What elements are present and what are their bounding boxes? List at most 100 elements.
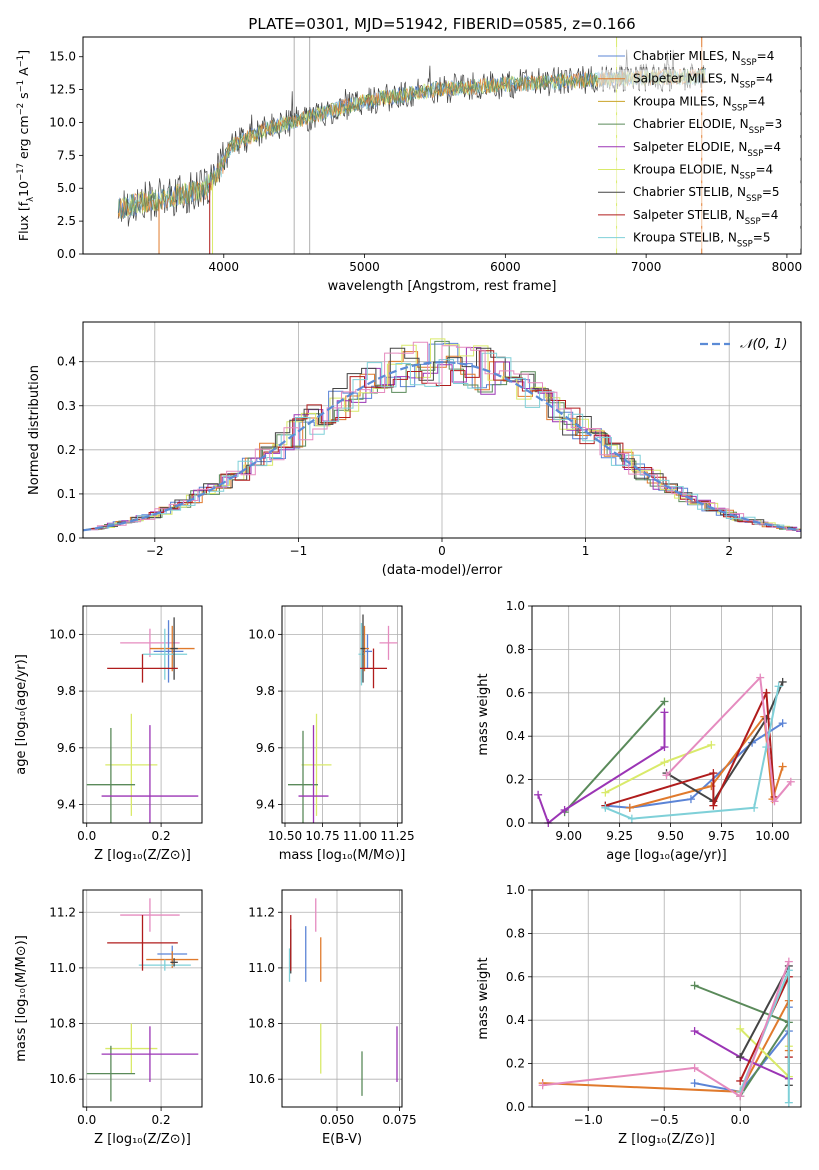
legend-sub: SSP — [732, 103, 748, 113]
x-tick-label: 11.00 — [343, 829, 377, 843]
legend-bg — [598, 47, 801, 67]
x-tick-label: 10.50 — [268, 829, 302, 843]
y-tick-label: 10.0 — [248, 627, 275, 641]
y-tick-label: 0.0 — [57, 247, 76, 261]
y-tick-label: 0.6 — [506, 970, 525, 984]
axes-weight_vs_age: 9.00 9.25 9.50 9.75 10.00 0.0 0.2 0.4 0.6 0.8 1.0 a… — [476, 599, 801, 863]
y-axis-label: Normed distribution — [27, 365, 42, 495]
y-label-part: erg cm — [16, 115, 31, 163]
y-tick-label: 9.4 — [256, 798, 275, 812]
legend-label: Chabrier MILES, NSSP=4 — [633, 49, 774, 68]
weight-line-chabrier_stelib — [665, 681, 784, 803]
legend-sub: SSP — [747, 149, 763, 159]
legend-sub: SSP — [749, 126, 765, 136]
y-tick-label: 0.2 — [506, 1057, 525, 1071]
axes-spectrum: 4000 5000 6000 7000 8000 0.0 2.5 5.0 7.5 10.0 12.5… — [49, 50, 802, 294]
x-axis-label: Z [log₁₀(Z/Z⊙)] — [94, 1132, 191, 1147]
y-label-part: −1 — [16, 55, 26, 68]
legend-sub: SSP — [745, 217, 761, 227]
x-tick-label: 0 — [438, 544, 446, 558]
legend-label: Salpeter STELIB, NSSP=4 — [633, 208, 778, 227]
axes-age_vs_z: 0.0 0.2 9.4 9.6 9.8 10.0 Z [log₁₀(Z/Z⊙)] age [l… — [14, 606, 202, 863]
legend-sub: SSP — [740, 81, 756, 91]
y-tick-label: 0.4 — [57, 355, 76, 369]
x-axis-label: mass [log₁₀(M/M⊙)] — [279, 848, 406, 863]
y-tick-label: 0.1 — [57, 487, 76, 501]
y-tick-label: 11.0 — [248, 961, 275, 975]
legend-bg — [598, 69, 801, 90]
y-tick-label: 0.8 — [506, 926, 525, 940]
y-axis-label: mass weight — [476, 957, 491, 1039]
x-tick-label: 1 — [582, 544, 590, 558]
legend-name: Kroupa ELODIE, N — [633, 163, 740, 177]
y-tick-label: 10.0 — [49, 115, 76, 129]
y-tick-label: 15.0 — [49, 50, 76, 64]
legend-sub: SSP — [746, 194, 762, 204]
legend-bg — [598, 92, 801, 113]
y-tick-label: 10.0 — [49, 627, 76, 641]
x-tick-label: 0.2 — [152, 1113, 171, 1127]
x-tick-label: 9.00 — [555, 829, 582, 843]
weight-line-salpeter_stelib — [605, 688, 776, 807]
legend-tail: =5 — [762, 185, 780, 199]
legend-label: Salpeter MILES, NSSP=4 — [633, 72, 773, 91]
plot-frame — [82, 889, 203, 1108]
legend-tail: =5 — [753, 231, 771, 245]
x-tick-label: 0.0 — [77, 829, 96, 843]
y-label-part: s — [16, 92, 31, 103]
x-tick-label: 11.25 — [380, 829, 414, 843]
legend-name: Kroupa MILES, N — [633, 94, 732, 108]
x-tick-label: 4000 — [209, 260, 240, 274]
y-tick-label: 12.5 — [49, 83, 76, 97]
y-tick-label: 10.8 — [49, 1017, 76, 1031]
x-tick-label: −2 — [146, 544, 164, 558]
x-tick-label: 7000 — [631, 260, 662, 274]
y-tick-label: 2.5 — [57, 214, 76, 228]
legend-bg — [598, 160, 801, 181]
legend-tail: =4 — [755, 72, 773, 86]
y-tick-label: 5.0 — [57, 181, 76, 195]
x-tick-label: 0.0 — [731, 1113, 750, 1127]
y-tick-label: 0.2 — [57, 443, 76, 457]
y-label-part: Flux [f — [16, 201, 31, 241]
x-axis-label: age [log₁₀(age/yr)] — [606, 848, 727, 863]
y-tick-label: 10.6 — [49, 1072, 76, 1086]
plot-frame — [531, 889, 802, 1108]
axes-age_vs_mass: 10.50 10.75 11.00 11.25 9.4 9.6 9.8 10.0 mass [l… — [248, 606, 415, 863]
x-axis-label: Z [log₁₀(Z/Z⊙)] — [94, 848, 191, 863]
x-tick-label: 10.00 — [755, 829, 789, 843]
x-axis-label: Z [log₁₀(Z/Z⊙)] — [618, 1132, 715, 1147]
x-tick-label: 0.050 — [320, 1113, 354, 1127]
legend-bg — [598, 205, 801, 226]
y-axis-label: mass [log₁₀(M/M⊙)] — [14, 935, 29, 1062]
y-tick-label: 10.8 — [248, 1017, 275, 1031]
legend-label: Chabrier STELIB, NSSP=5 — [633, 185, 780, 204]
x-axis-label: (data-model)/error — [382, 563, 503, 578]
y-axis-label: mass weight — [476, 673, 491, 755]
plot-frame — [82, 321, 802, 539]
y-label-part: −2 — [16, 103, 26, 116]
plot-frame — [281, 605, 403, 824]
x-tick-label: 6000 — [490, 260, 521, 274]
x-tick-label: 0.075 — [382, 1113, 416, 1127]
legend-bg — [598, 137, 801, 158]
x-axis-label: E(B-V) — [322, 1132, 362, 1147]
y-tick-label: 9.6 — [256, 741, 275, 755]
y-tick-label: 9.8 — [256, 684, 275, 698]
y-tick-label: 0.6 — [506, 686, 525, 700]
legend-label: 𝒩(0, 1) — [740, 337, 787, 352]
legend-label: Kroupa MILES, NSSP=4 — [633, 94, 765, 113]
legend-name: Salpeter ELODIE, N — [633, 140, 747, 154]
x-tick-label: 0.2 — [152, 829, 171, 843]
legend-tail: =3 — [765, 117, 783, 131]
legend-name: Kroupa STELIB, N — [633, 231, 737, 245]
x-tick-label: 9.75 — [708, 829, 735, 843]
y-label-part: λ — [26, 197, 36, 202]
legend-name: Salpeter MILES, N — [633, 72, 740, 86]
y-tick-label: 0.4 — [506, 1013, 525, 1027]
legend-name: Chabrier MILES, N — [633, 49, 741, 63]
y-axis-label: age [log₁₀(age/yr)] — [14, 654, 29, 775]
legend-label: Kroupa STELIB, NSSP=5 — [633, 231, 771, 250]
x-tick-label: 0.0 — [77, 1113, 96, 1127]
y-tick-label: 11.2 — [49, 905, 76, 919]
